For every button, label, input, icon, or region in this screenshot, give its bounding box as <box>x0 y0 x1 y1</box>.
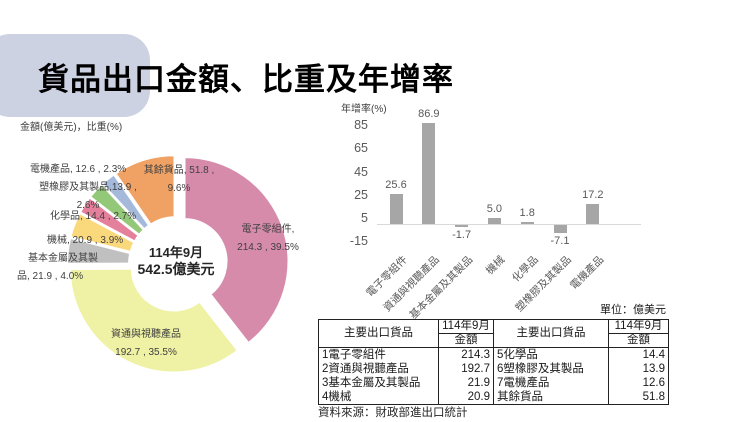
pie-label-text: 塑橡膠及其製品,13.9 , <box>39 182 137 193</box>
y-axis-tick-label: 45 <box>354 164 368 179</box>
item-name-cell: 2資通與視聽產品 <box>318 362 439 376</box>
title-banner <box>0 34 150 117</box>
pie-label-text: 214.3 , 39.5% <box>237 242 299 253</box>
header-period-cell: 114年9月 <box>438 319 494 334</box>
table-header-row: 金額 金額 <box>319 333 669 348</box>
export-table: 主要出口貨品 114年9月 主要出口貨品 114年9月 金額 金額 1電子零組件… <box>318 319 669 405</box>
donut-center-label: 114年9月 542.5億美元 <box>126 245 226 277</box>
header-period-cell: 114年9月 <box>608 319 669 334</box>
pie-label-ict-av-products: 資通與視聽產品 192.7 , 35.5% <box>108 326 184 362</box>
table-row: 2資通與視聽產品 192.7 6塑橡膠及其製品 13.9 <box>318 362 669 376</box>
bar-value-label: 86.9 <box>418 107 440 120</box>
pie-slice-8 <box>114 154 176 227</box>
amount-cell: 214.3 <box>438 347 494 362</box>
item-name-cell: 6塑橡膠及其製品 <box>493 362 609 376</box>
pie-label-electronic-parts: 電子零組件, 214.3 , 39.5% <box>230 221 306 257</box>
pie-label-text: 品, 21.9 , 4.0% <box>17 271 84 282</box>
bar-value-label: 1.8 <box>519 206 535 219</box>
pie-label-text: 化學品, 14.4 , 2.7% <box>50 211 137 222</box>
pie-slice-3 <box>66 236 132 265</box>
pie-label-other-goods: 其餘貨品, 51.8 , 9.6% <box>123 162 235 198</box>
pie-slice-2 <box>68 267 240 374</box>
period-label: 114年9月 <box>148 245 204 260</box>
pie-label-plastics-rubber: 塑橡膠及其製品,13.9 , 2.6% <box>38 179 138 215</box>
bar-4 <box>487 218 501 224</box>
bar-value-label: -1.7 <box>452 228 472 241</box>
header-item-cell: 主要出口貨品 <box>318 319 439 348</box>
bar-6 <box>553 225 567 234</box>
amount-cell: 192.7 <box>438 362 494 376</box>
pie-slice-1 <box>183 156 290 345</box>
item-name-cell: 其餘貨品 <box>493 390 609 405</box>
item-name-cell: 5化學品 <box>493 347 609 362</box>
item-name-cell: 3基本金屬及其製品 <box>318 376 439 390</box>
header-amount-cell: 金額 <box>608 333 669 348</box>
bar-value-label: 5.0 <box>486 203 503 216</box>
header-amount-cell: 金額 <box>438 333 494 348</box>
table-header-row: 主要出口貨品 114年9月 主要出口貨品 114年9月 <box>318 319 669 348</box>
source-note: 資料來源：財政部進出口統計 <box>318 407 468 419</box>
pie-label-chemicals: 化學品, 14.4 , 2.7% <box>50 208 136 226</box>
table-row: 1電子零組件 214.3 5化學品 14.4 <box>318 347 669 362</box>
pie-label-text: 192.7 , 35.5% <box>115 347 177 358</box>
y-axis-tick-label: 85 <box>354 117 368 132</box>
bar-5 <box>520 221 534 224</box>
page-title: 貨品出口金額、比重及年增率 <box>38 62 454 97</box>
unit-note: 單位：億美元 <box>600 304 666 316</box>
amount-cell: 12.6 <box>608 376 669 390</box>
amount-cell: 13.9 <box>608 362 669 376</box>
pie-label-text: 資通與視聽產品 <box>111 329 181 340</box>
y-axis-tick-label: -15 <box>349 234 368 249</box>
item-name-cell: 1電子零組件 <box>318 347 439 362</box>
table-row: 4機械 20.9 其餘貨品 51.8 <box>318 390 669 405</box>
bar-2 <box>422 122 436 224</box>
pie-label-base-metals: 基本金屬及其製 品, 21.9 , 4.0% <box>17 250 115 286</box>
y-axis-tick-label: 65 <box>354 141 368 156</box>
header-item-cell: 主要出口貨品 <box>493 319 609 348</box>
bar-3 <box>455 225 469 227</box>
table-row: 3基本金屬及其製品 21.9 7電機產品 12.6 <box>318 376 669 390</box>
bar-value-label: 25.6 <box>385 179 407 192</box>
amount-cell: 51.8 <box>608 390 669 405</box>
x-axis-line <box>377 224 641 225</box>
pie-label-text: 機械, 20.9 , 3.9% <box>47 235 124 246</box>
total-amount-label: 542.5億美元 <box>137 261 215 277</box>
bar-value-label: -7.1 <box>550 235 570 248</box>
bar-value-label: 17.2 <box>582 188 604 201</box>
amount-cell: 20.9 <box>438 390 494 405</box>
bar-chart-title: 年增率(%) <box>341 104 387 115</box>
amount-cell: 14.4 <box>608 347 669 362</box>
pie-slice-4 <box>69 211 136 254</box>
bar-1 <box>389 194 403 224</box>
item-name-cell: 4機械 <box>318 390 439 405</box>
pie-label-text: 9.6% <box>167 183 191 194</box>
bar-7 <box>586 203 600 224</box>
pie-label-text: 2.6% <box>76 200 100 211</box>
amount-cell: 21.9 <box>438 376 494 390</box>
pie-label-electrical-products: 電機產品, 12.6 , 2.3% <box>30 161 126 179</box>
pie-label-text: 基本金屬及其製 <box>28 253 98 264</box>
pie-slice-7 <box>100 173 151 231</box>
pie-label-text: 電子零組件, <box>241 224 295 235</box>
pie-label-text: 其餘貨品, 51.8 , <box>143 165 215 176</box>
y-axis-tick-label: 25 <box>354 187 368 202</box>
pie-label-text: 電機產品, 12.6 , 2.3% <box>30 164 127 175</box>
y-axis-tick-label: 5 <box>361 211 368 226</box>
item-name-cell: 7電機產品 <box>493 376 609 390</box>
pie-label-machinery: 機械, 20.9 , 3.9% <box>47 232 123 250</box>
pie-caption: 金額(億美元)，比重(%) <box>20 122 123 133</box>
